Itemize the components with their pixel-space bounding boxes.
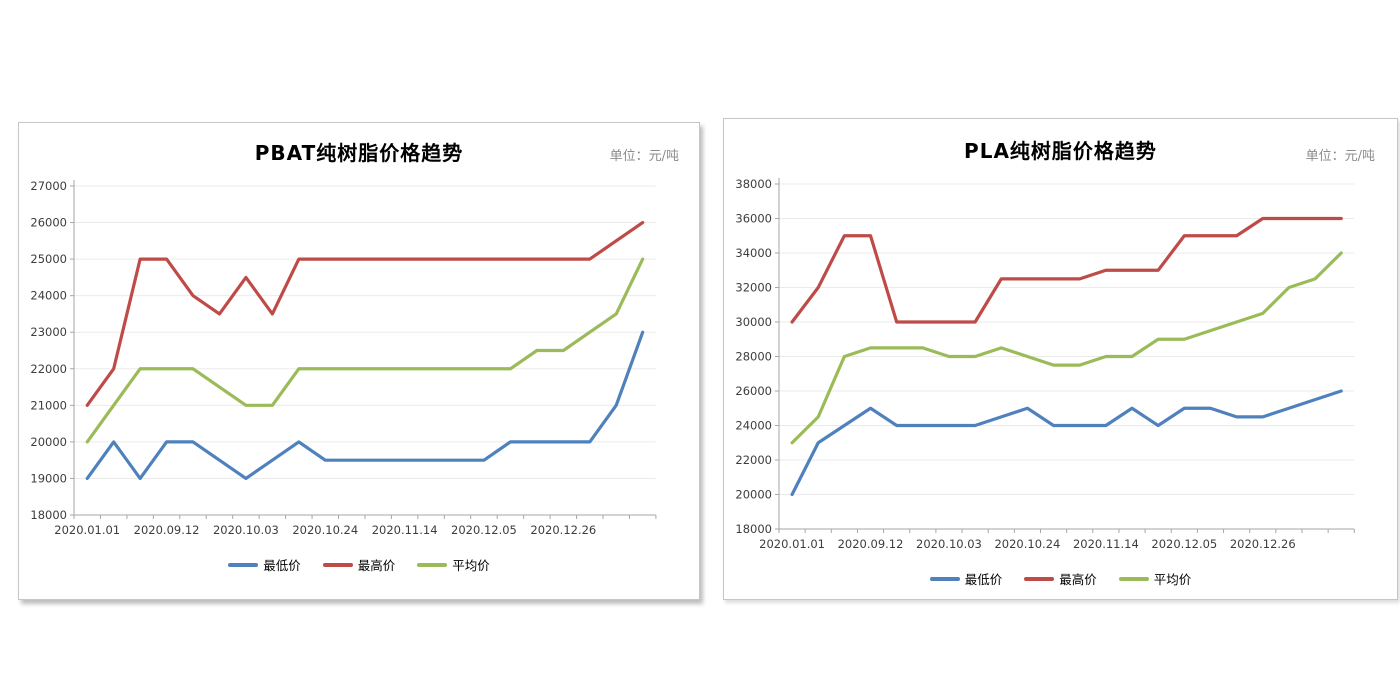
- pbat-chart-panel: PBAT纯树脂价格趋势 单位：元/吨 18000 19000 20000 21000 2…: [18, 122, 700, 600]
- pbat-legend-item-avg: 平均价: [417, 555, 490, 574]
- y-axis-label: 24000: [30, 289, 67, 303]
- y-axis-label: 18000: [30, 508, 67, 522]
- pbat-legend-item-max: 最高价: [322, 555, 396, 574]
- x-axis-label: 2020.10.24: [292, 523, 358, 537]
- y-axis-label: 34000: [735, 246, 772, 260]
- x-axis-label: 2020.12.26: [530, 523, 596, 537]
- x-axis-label: 2020.10.24: [994, 537, 1060, 551]
- pla-chart-title: PLA纯树脂价格趋势: [964, 139, 1157, 163]
- series-line-0: [790, 389, 1343, 497]
- y-axis-label: 36000: [735, 212, 772, 226]
- y-axis-label: 32000: [735, 281, 772, 295]
- y-axis-label: 20000: [30, 435, 67, 449]
- legend-line-min-icon: [929, 576, 960, 581]
- y-axis-label: 28000: [735, 350, 772, 364]
- y-axis-label: 18000: [735, 522, 772, 536]
- y-axis-label: 22000: [735, 453, 772, 467]
- y-axis-label: 26000: [735, 384, 772, 398]
- pbat-unit-label: 单位：元/吨: [609, 149, 679, 164]
- pla-unit-label: 单位：元/吨: [1305, 149, 1375, 164]
- y-axis-label: 24000: [735, 419, 772, 433]
- series-line-1: [85, 220, 645, 407]
- pla-legend-item-max: 最高价: [1024, 569, 1097, 588]
- pla-chart-panel: PLA纯树脂价格趋势 单位：元/吨 18000 20000 22000 24000 26…: [723, 118, 1398, 600]
- x-axis-label: 2020.11.14: [372, 523, 438, 537]
- pla-legend-label-min: 最低价: [964, 572, 1003, 587]
- series-line-1: [790, 216, 1343, 324]
- pbat-legend-label-max: 最高价: [357, 558, 396, 573]
- legend-line-max-icon: [1024, 576, 1055, 581]
- y-axis-label: 22000: [30, 362, 67, 376]
- x-axis-label: 2020.11.14: [1073, 537, 1139, 551]
- pbat-chart-title: PBAT纯树脂价格趋势: [254, 141, 464, 165]
- y-axis-label: 21000: [30, 398, 67, 412]
- y-axis-label: 19000: [30, 471, 67, 485]
- series-line-2: [85, 257, 645, 444]
- series-line-2: [790, 251, 1343, 445]
- pbat-plot-area: 18000 19000 20000 21000 22000 23000 24000 25000…: [30, 179, 657, 537]
- y-axis-label: 20000: [735, 488, 772, 502]
- x-axis-label: 2020.12.26: [1230, 537, 1296, 551]
- pbat-legend-item-min: 最低价: [228, 555, 301, 574]
- x-axis-label: 2020.12.05: [451, 523, 517, 537]
- pla-legend-item-avg: 平均价: [1118, 569, 1192, 588]
- y-axis-label: 23000: [30, 325, 67, 339]
- x-axis-label: 2020.01.01: [759, 537, 825, 551]
- pla-legend: 最低价 最高价 平均价: [724, 569, 1397, 588]
- pla-legend-label-avg: 平均价: [1153, 572, 1192, 587]
- x-axis-label: 2020.01.01: [54, 523, 120, 537]
- pla-plot-area: 18000 20000 22000 24000 26000 28000 30000 32000…: [735, 177, 1355, 551]
- x-axis-label: 2020.12.05: [1151, 537, 1217, 551]
- legend-line-avg-icon: [1118, 576, 1149, 581]
- y-axis-label: 26000: [30, 216, 67, 230]
- pbat-legend-label-avg: 平均价: [452, 558, 490, 573]
- legend-line-max-icon: [322, 562, 353, 567]
- x-axis-label: 2020.10.03: [916, 537, 982, 551]
- x-axis-label: 2020.09.12: [838, 537, 904, 551]
- x-axis-label: 2020.09.12: [134, 523, 200, 537]
- legend-line-min-icon: [228, 562, 259, 567]
- legend-line-avg-icon: [417, 562, 448, 567]
- pla-legend-item-min: 最低价: [929, 569, 1003, 588]
- pbat-legend-label-min: 最低价: [263, 558, 301, 573]
- pla-legend-label-max: 最高价: [1059, 572, 1097, 587]
- y-axis-label: 25000: [30, 252, 67, 266]
- y-axis-label: 30000: [735, 315, 772, 329]
- y-axis-label: 38000: [735, 177, 772, 191]
- series-line-0: [85, 330, 645, 481]
- y-axis-label: 27000: [30, 179, 67, 193]
- x-axis-label: 2020.10.03: [213, 523, 279, 537]
- pbat-legend: 最低价 最高价 平均价: [19, 555, 699, 574]
